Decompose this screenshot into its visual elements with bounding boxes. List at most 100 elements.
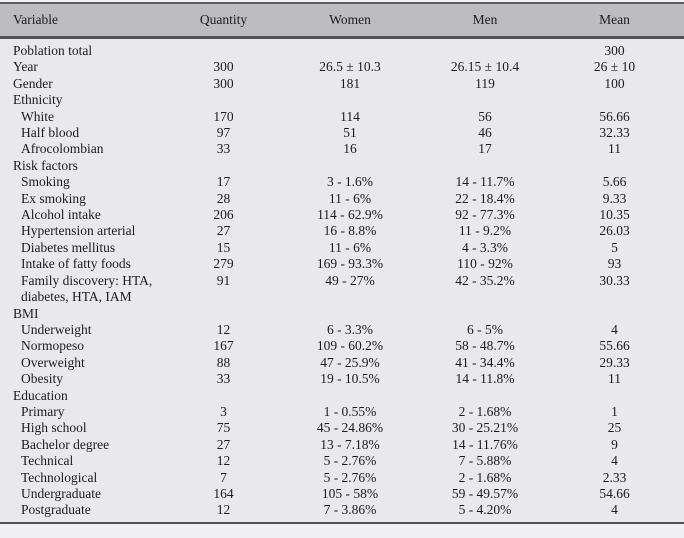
table-row: Afrocolombian 33 16 17 11 [0,141,684,157]
men-cell: 14 - 11.76% [452,436,518,452]
men-cell: 2 - 1.68% [458,403,512,419]
table-row: BMI [0,306,684,322]
quantity-cell: 91 [216,272,231,288]
women-cell: 6 - 3.3% [326,321,374,337]
table-row: Normopeso 167 109 - 60.2% 58 - 48.7% 55.… [0,338,684,354]
women-cell [275,92,425,108]
variable-cell: Bachelor degree [21,436,110,452]
women-cell: 1 - 0.55% [323,403,377,419]
quantity-cell: 12 [216,453,231,469]
men-cell [425,158,545,174]
men-cell: 119 [475,75,495,91]
quantity-cell: 206 [213,207,234,223]
men-cell: 14 - 11.7% [455,174,515,190]
variable-cell: BMI [13,305,39,321]
mean-cell: 10.35 [599,207,630,223]
table-row: Intake of fatty foods 279 169 - 93.3% 11… [0,256,684,272]
men-cell: 11 - 9.2% [458,223,512,239]
mean-cell: 56.66 [599,108,630,124]
mean-cell: 55.66 [599,338,630,354]
women-cell: 49 - 27% [325,272,375,288]
table-body: Poblation total 300 Year 300 26.5 ± 10.3… [0,37,684,523]
mean-cell: 4 [611,321,618,337]
variable-cell: Intake of fatty foods [21,256,131,272]
women-cell: 26.5 ± 10.3 [319,59,381,75]
table-row: Technical 12 5 - 2.76% 7 - 5.88% 4 [0,453,684,469]
quantity-cell: 170 [213,108,234,124]
mean-cell: 32.33 [599,125,630,141]
men-cell: 110 - 92% [457,256,513,272]
quantity-cell: 15 [216,239,231,255]
table-row: Obesity 33 19 - 10.5% 14 - 11.8% 11 [0,371,684,387]
quantity-cell [172,306,275,322]
variable-cell: Year [13,59,38,75]
quantity-cell: 12 [216,502,231,518]
mean-cell: 1 [611,403,618,419]
variable-cell: Afrocolombian [21,141,104,157]
women-cell: 3 - 1.6% [326,174,374,190]
table-row: Family discovery: HTA, diabetes, HTA, IA… [0,273,684,306]
quantity-cell: 279 [213,256,234,272]
mean-cell: 5 [611,239,618,255]
mean-cell: 9 [611,436,618,452]
women-cell: 11 - 6% [328,239,372,255]
mean-cell [545,306,684,322]
men-cell: 5 - 4.20% [458,502,512,518]
men-cell: 17 [478,141,492,157]
men-cell: 42 - 35.2% [455,272,515,288]
mean-cell [545,92,684,108]
quantity-cell: 300 [213,75,234,91]
variable-cell: Education [13,387,68,403]
quantity-cell [172,92,275,108]
quantity-cell: 300 [213,59,234,75]
women-cell: 11 - 6% [328,190,372,206]
women-cell: 16 [343,141,357,157]
men-cell: 92 - 77.3% [455,207,515,223]
mean-cell: 9.33 [602,190,627,206]
women-cell: 169 - 93.3% [316,256,384,272]
mean-cell: 29.33 [599,354,630,370]
table-header: Variable Quantity Women Men Mean [0,3,684,39]
women-cell: 19 - 10.5% [320,371,380,387]
column-header-quantity: Quantity [172,3,275,39]
table-row: Half blood 97 51 46 32.33 [0,125,684,141]
table-row: Year 300 26.5 ± 10.3 26.15 ± 10.4 26 ± 1… [0,59,684,75]
men-cell [425,306,545,322]
quantity-cell: 28 [216,190,231,206]
column-header-mean: Mean [545,3,684,39]
table-row: Bachelor degree 27 13 - 7.18% 14 - 11.76… [0,437,684,453]
mean-cell: 26 ± 10 [593,59,636,75]
table-row: Primary 3 1 - 0.55% 2 - 1.68% 1 [0,404,684,420]
mean-cell [545,388,684,404]
women-cell: 7 - 3.86% [323,502,377,518]
quantity-cell: 88 [216,354,231,370]
quantity-cell [172,38,275,60]
variable-cell: High school [21,420,87,436]
variable-cell: Diabetes mellitus [21,239,116,255]
column-header-men: Men [425,3,545,39]
quantity-cell: 97 [216,125,231,141]
men-cell: 46 [478,125,492,141]
variable-cell: White [21,108,54,124]
women-cell: 114 - 62.9% [317,207,383,223]
column-header-women: Women [275,3,425,39]
variable-cell: Hypertension arterial [21,223,136,239]
variable-cell: Family discovery: HTA, diabetes, HTA, IA… [21,272,153,305]
variable-cell: Normopeso [21,338,84,354]
women-cell: 109 - 60.2% [316,338,384,354]
mean-cell: 93 [607,256,622,272]
women-cell [275,38,425,60]
mean-cell: 2.33 [602,469,627,485]
men-cell: 6 - 5% [467,321,503,337]
variable-cell: Smoking [21,174,70,190]
mean-cell: 26.03 [599,223,630,239]
men-cell: 2 - 1.68% [458,469,512,485]
variable-cell: Obesity [21,371,63,387]
table-row: Overweight 88 47 - 25.9% 41 - 34.4% 29.3… [0,355,684,371]
mean-cell: 30.33 [599,272,630,288]
table-row: Hypertension arterial 27 16 - 8.8% 11 - … [0,223,684,239]
variable-cell: Primary [21,403,65,419]
men-cell [425,38,545,60]
mean-cell: 11 [608,141,621,157]
